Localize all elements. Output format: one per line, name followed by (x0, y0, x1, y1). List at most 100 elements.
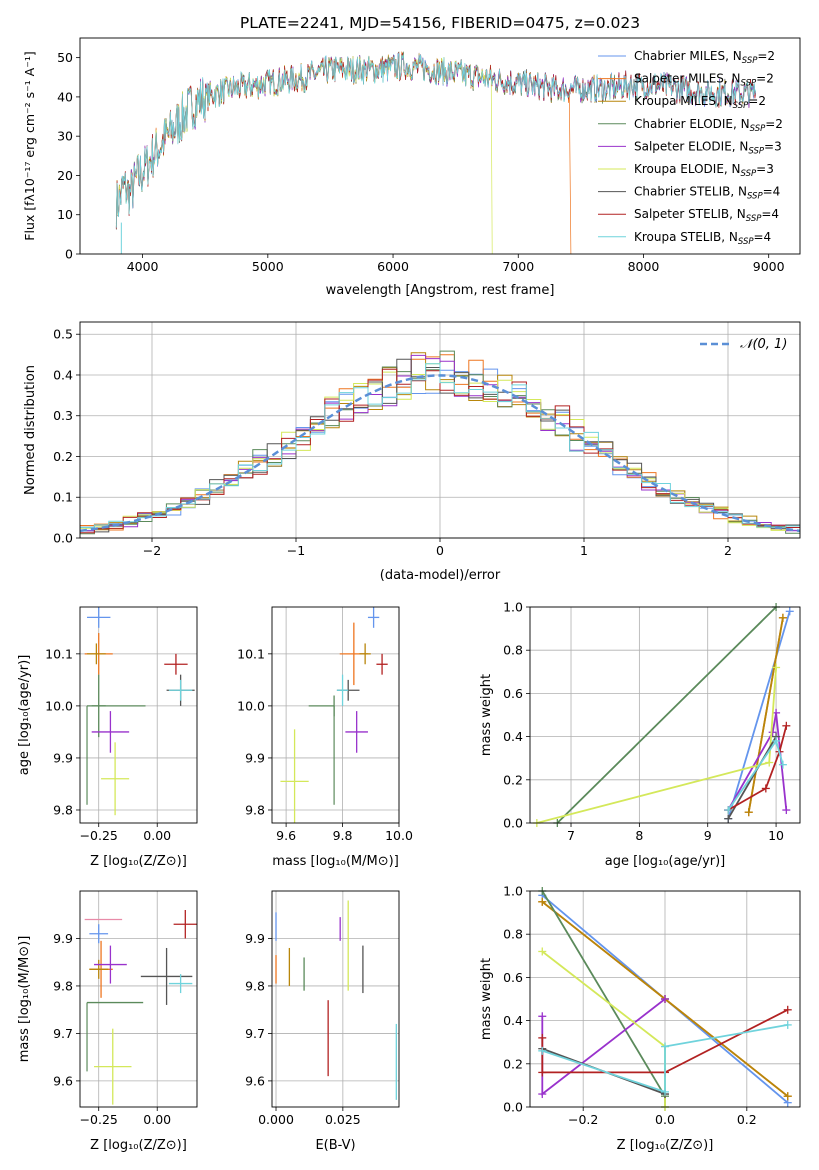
mass_vs_z-frame (79, 890, 198, 1108)
weight-marker (538, 1046, 547, 1055)
y-tick-label: 0.4 (53, 367, 73, 382)
weight-series-line (542, 1024, 788, 1094)
weight-series-line (556, 607, 777, 823)
weight-marker (783, 1020, 792, 1029)
age_vs_z-ylabel: age [log₁₀(age/yr)] (17, 655, 32, 776)
weight_vs_age-axes: 7 8 9 10 0.0 0.2 0.4 0.6 0.8 1.0 (503, 600, 800, 843)
y-tick-label: 20 (57, 168, 73, 183)
mass_vs_ebv-frame (271, 890, 400, 1108)
mass_vs_ebv-xlabel: E(B-V) (315, 1138, 355, 1153)
spectrum-axes: 4000 5000 6000 7000 8000 9000 0 10 20 30 40 50 (57, 50, 785, 274)
weight-marker (783, 1092, 792, 1101)
y-tick-label: 9.6 (53, 1073, 73, 1088)
weight-marker (772, 663, 781, 672)
weight-marker (538, 1090, 547, 1099)
x-tick-label: −0.25 (80, 1112, 118, 1127)
legend-entry: 𝒩(0, 1) (740, 337, 787, 352)
y-tick-label: 0.5 (53, 327, 73, 342)
y-tick-label: 9.7 (53, 1026, 73, 1041)
weight-marker (785, 607, 794, 616)
errorbar-point (91, 674, 106, 738)
weight-marker (744, 808, 753, 817)
weight-marker (783, 1005, 792, 1014)
weight-marker (765, 758, 774, 767)
x-tick-label: −0.25 (80, 828, 118, 843)
gaussian-curve (79, 374, 801, 533)
y-tick-label: 0.1 (53, 490, 73, 505)
errorbar-point (89, 924, 109, 944)
weight_vs_z-frame (529, 890, 801, 1108)
x-tick-label: 2 (724, 543, 732, 558)
age_vs_z-frame (79, 606, 198, 824)
spectrum-series-line (115, 52, 757, 228)
weight-series-line (727, 611, 791, 819)
residuals-xlabel: (data-model)/error (380, 568, 501, 583)
y-tick-label: 0.2 (53, 449, 73, 464)
weight-marker (538, 1068, 547, 1077)
weight-marker (778, 613, 787, 622)
y-tick-label: 9.9 (53, 750, 73, 765)
x-tick-label: −2 (143, 543, 161, 558)
y-tick-label: 0.6 (503, 686, 523, 701)
y-tick-label: 0.2 (503, 1056, 523, 1071)
y-tick-label: 10.0 (45, 698, 73, 713)
y-tick-label: 10.1 (45, 646, 73, 661)
errorbar-point (336, 674, 349, 706)
x-tick-label: 0.2 (737, 1112, 757, 1127)
errorbar-point (359, 643, 371, 665)
x-tick-label: 6000 (377, 259, 409, 274)
x-tick-label: −0.2 (568, 1112, 598, 1127)
errorbar-point (173, 909, 197, 939)
weight-marker (538, 947, 547, 956)
x-tick-label: 9.6 (276, 828, 296, 843)
errorbar-point (168, 679, 193, 701)
weight-marker (768, 728, 777, 737)
x-tick-label: 9000 (753, 259, 785, 274)
weight-marker (782, 721, 791, 730)
x-tick-label: 0.000 (258, 1112, 294, 1127)
y-tick-label: 0.0 (503, 1100, 523, 1115)
y-tick-label: 1.0 (503, 600, 523, 615)
y-tick-label: 0.0 (53, 531, 73, 546)
y-tick-label: 0.0 (503, 816, 523, 831)
weight_vs_z-xlabel: Z [log₁₀(Z/Z⊙)] (617, 1138, 714, 1153)
age_vs_mass-frame (271, 606, 400, 824)
spectrum-ylabel: Flux [fλ10⁻¹⁷ erg cm⁻² s⁻¹ A⁻¹] (22, 51, 37, 240)
weight_vs_age-frame (529, 606, 801, 824)
mass_vs_z-axes: −0.25 0.00 9.6 9.7 9.8 9.9 (53, 891, 197, 1127)
weight-marker (761, 784, 770, 793)
weight_vs_z-ylabel: mass weight (479, 958, 494, 1040)
x-tick-label: 1 (580, 543, 588, 558)
y-tick-label: 9.8 (245, 978, 265, 993)
y-tick-label: 10.0 (237, 698, 265, 713)
y-tick-label: 9.9 (245, 931, 265, 946)
weight-marker (724, 814, 733, 823)
x-tick-label: 0.0 (655, 1112, 675, 1127)
y-tick-label: 9.8 (245, 802, 265, 817)
legend-entry: Chabrier STELIB, NSSP=4 (634, 185, 780, 202)
y-tick-label: 0 (65, 247, 73, 262)
weight-marker (772, 736, 781, 745)
weight-marker (661, 1087, 669, 1096)
y-tick-label: 0.4 (503, 1013, 523, 1028)
weight-series-line (541, 998, 666, 1096)
legend-entry: Salpeter ELODIE, NSSP=3 (634, 139, 782, 156)
errorbar-point (87, 607, 111, 628)
x-tick-label: 8 (635, 828, 643, 843)
errorbar-point (140, 947, 193, 1005)
y-tick-label: 0.2 (503, 772, 523, 787)
x-tick-label: 0.00 (143, 1112, 171, 1127)
legend-entry: Kroupa STELIB, NSSP=4 (634, 230, 771, 247)
legend-entry: Salpeter MILES, NSSP=2 (634, 72, 774, 89)
x-tick-label: 7 (567, 828, 575, 843)
weight_vs_age-ylabel: mass weight (479, 674, 494, 756)
errorbar-point (91, 711, 130, 753)
errorbar-point (94, 1028, 132, 1105)
weight-marker (782, 806, 791, 815)
errorbar-point (280, 729, 309, 823)
residuals-frame (79, 321, 801, 539)
y-tick-label: 9.8 (53, 978, 73, 993)
errorbar-point (94, 945, 127, 984)
x-tick-label: 0.025 (325, 1112, 361, 1127)
